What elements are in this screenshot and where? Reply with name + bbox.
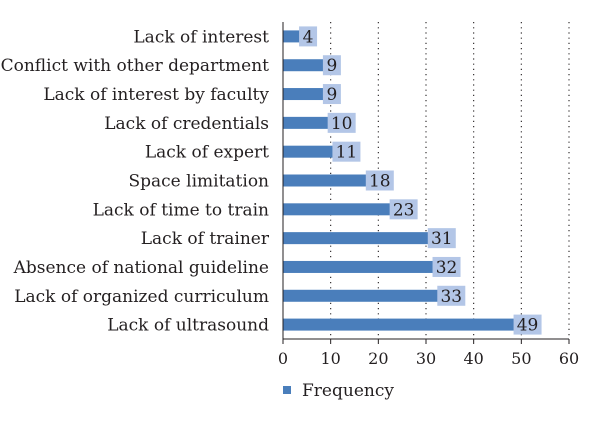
bar bbox=[283, 145, 336, 158]
x-tick-label: 60 bbox=[559, 349, 579, 368]
bar bbox=[283, 318, 517, 331]
category-label: Lack of credentials bbox=[104, 114, 269, 134]
data-label: 32 bbox=[436, 258, 458, 278]
data-label: 11 bbox=[336, 143, 358, 163]
category-labels: Lack of interest Conflict with other depa… bbox=[1, 27, 270, 335]
bar bbox=[283, 260, 436, 273]
legend-swatch bbox=[283, 386, 291, 394]
data-label-box bbox=[327, 112, 356, 133]
legend-label: Frequency bbox=[302, 381, 394, 401]
category-label: Space limitation bbox=[129, 172, 270, 192]
data-label-box bbox=[322, 55, 341, 76]
bar bbox=[283, 203, 393, 216]
x-tick-label: 50 bbox=[511, 349, 531, 368]
legend: Frequency bbox=[283, 381, 394, 401]
data-label-box bbox=[365, 170, 394, 191]
x-axis: 0 10 20 30 40 50 60 bbox=[278, 22, 579, 368]
data-label-box bbox=[332, 141, 361, 162]
x-tick-label: 0 bbox=[278, 349, 288, 368]
category-label: Lack of trainer bbox=[141, 229, 270, 249]
category-label: Lack of ultrasound bbox=[107, 316, 269, 336]
bar bbox=[283, 88, 326, 101]
category-label: Absence of national guideline bbox=[13, 258, 269, 278]
bar bbox=[283, 289, 441, 302]
category-label: Lack of interest by faculty bbox=[43, 85, 269, 105]
x-tick-label: 10 bbox=[320, 349, 340, 368]
category-label: Lack of expert bbox=[145, 143, 269, 163]
data-label: 33 bbox=[440, 287, 462, 307]
bar bbox=[283, 174, 369, 187]
data-label: 49 bbox=[517, 316, 539, 336]
bar bbox=[283, 30, 303, 43]
category-label: Conflict with other department bbox=[1, 56, 270, 76]
data-label-box bbox=[299, 26, 318, 47]
data-label: 4 bbox=[303, 27, 314, 47]
data-label-box bbox=[322, 84, 341, 105]
data-label: 10 bbox=[331, 114, 353, 134]
data-label-box bbox=[432, 256, 461, 277]
data-label-box bbox=[513, 314, 542, 335]
category-label: Lack of interest bbox=[133, 27, 269, 47]
data-label-box bbox=[389, 199, 418, 220]
bar bbox=[283, 116, 331, 129]
data-label: 23 bbox=[393, 200, 415, 220]
x-tick-label: 20 bbox=[368, 349, 388, 368]
bar bbox=[283, 59, 326, 72]
data-label: 18 bbox=[369, 172, 391, 192]
data-label: 9 bbox=[326, 85, 337, 105]
data-label-box bbox=[427, 228, 456, 249]
x-tick-label: 30 bbox=[416, 349, 436, 368]
data-label-box bbox=[437, 285, 466, 306]
category-label: Lack of organized curriculum bbox=[14, 287, 269, 307]
data-label: 31 bbox=[431, 229, 453, 249]
category-label: Lack of time to train bbox=[93, 200, 269, 220]
data-label: 9 bbox=[326, 56, 337, 76]
bar bbox=[283, 232, 431, 245]
x-tick-label: 40 bbox=[463, 349, 483, 368]
